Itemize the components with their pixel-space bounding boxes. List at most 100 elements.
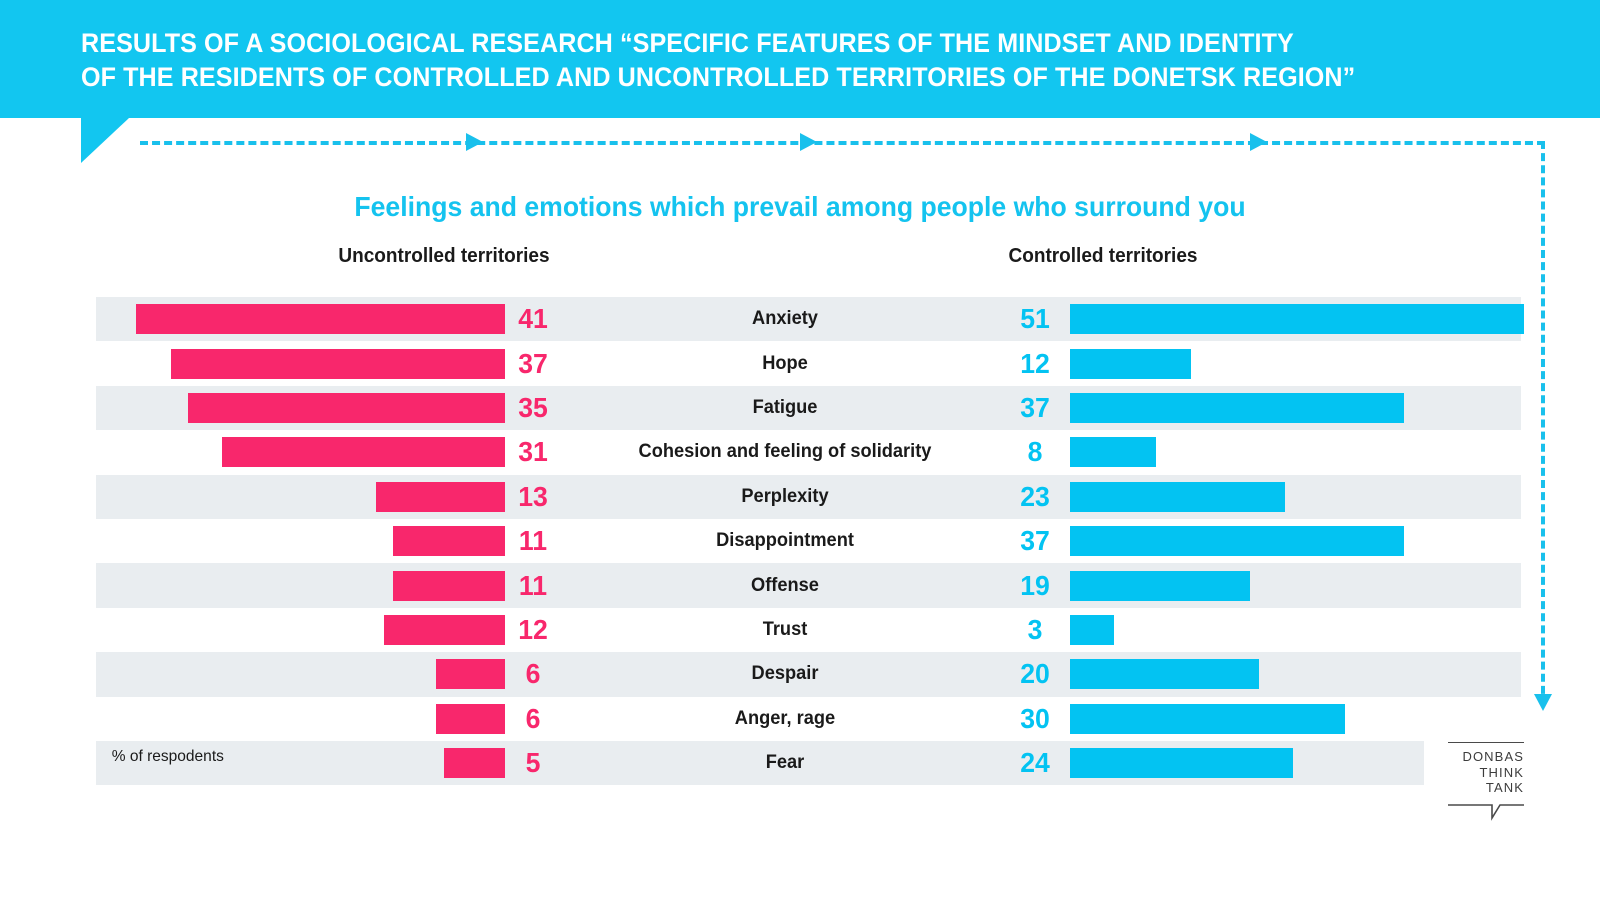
row-band: [96, 652, 1521, 697]
table-row: 6 Anger, rage 30: [0, 697, 1600, 741]
table-row: 12 Trust 3: [0, 608, 1600, 652]
bar-cell-uncontrolled: [96, 697, 505, 741]
bar-controlled: [1070, 481, 1285, 512]
value-controlled: 8: [1027, 436, 1043, 468]
table-row: 11 Disappointment 37: [0, 519, 1600, 563]
value-controlled: 24: [1020, 747, 1050, 779]
bar-controlled: [1070, 304, 1525, 335]
bar-controlled: [1070, 748, 1294, 779]
bar-cell-uncontrolled: [96, 652, 505, 696]
bar-cell-uncontrolled: [96, 563, 505, 607]
arrow-right-icon: [466, 133, 483, 151]
page-title: RESULTS OF A SOCIOLOGICAL RESEARCH “SPEC…: [81, 28, 1356, 92]
bar-uncontrolled: [170, 348, 505, 379]
bar-uncontrolled: [384, 614, 505, 645]
arrow-right-icon: [1250, 133, 1267, 151]
category-label: Fatigue: [752, 396, 818, 418]
bar-cell-uncontrolled: [96, 386, 505, 430]
chart-rows: 41 Anxiety 51 37 Hope 12 35 Fatigue 37 31 Cohesion…: [0, 297, 1600, 786]
arrow-down-icon: [1534, 694, 1552, 711]
bar-uncontrolled: [435, 703, 505, 734]
value-uncontrolled: 11: [518, 525, 548, 557]
category-label: Hope: [762, 352, 808, 374]
bar-cell-controlled: [1061, 430, 1600, 474]
value-uncontrolled: 37: [518, 347, 548, 379]
value-controlled: 37: [1020, 391, 1050, 423]
logo-text: DONBAS THINK TANK: [1462, 749, 1524, 795]
bar-controlled: [1070, 570, 1251, 601]
column-header-controlled: Controlled territories: [1008, 245, 1198, 267]
value-controlled: 37: [1020, 525, 1050, 557]
value-uncontrolled: 5: [525, 747, 541, 779]
arrow-right-icon: [800, 133, 817, 151]
category-label: Despair: [751, 663, 819, 685]
category-label: Anger, rage: [734, 707, 836, 729]
dashed-line-top: [140, 141, 1545, 145]
bar-cell-controlled: [1061, 652, 1600, 696]
bar-uncontrolled: [136, 304, 505, 335]
bar-controlled: [1070, 348, 1191, 379]
value-controlled: 12: [1020, 347, 1050, 379]
bar-cell-controlled: [1061, 341, 1600, 385]
table-row: 13 Perplexity 23: [0, 474, 1600, 519]
bar-cell-controlled: [1061, 386, 1600, 430]
table-row: 6 Despair 20: [0, 652, 1600, 697]
bar-cell-uncontrolled: [96, 475, 505, 519]
value-uncontrolled: 6: [525, 658, 541, 690]
bar-controlled: [1070, 659, 1259, 690]
category-label: Cohesion and feeling of solidarity: [638, 441, 932, 463]
value-uncontrolled: 41: [518, 303, 548, 335]
dashed-line-right: [1541, 141, 1545, 706]
value-uncontrolled: 6: [525, 702, 541, 734]
bar-cell-uncontrolled: [96, 741, 505, 785]
bar-cell-controlled: [1061, 608, 1600, 652]
value-controlled: 3: [1027, 613, 1043, 645]
header-tail-triangle: [81, 118, 129, 163]
bar-controlled: [1070, 526, 1405, 557]
category-label: Offense: [751, 574, 819, 596]
table-row: 35 Fatigue 37: [0, 385, 1600, 431]
bar-cell-uncontrolled: [96, 430, 505, 474]
category-label: Anxiety: [752, 308, 818, 330]
bar-controlled: [1070, 703, 1345, 734]
bar-uncontrolled: [392, 570, 505, 601]
bar-uncontrolled: [221, 437, 505, 468]
table-row: 41 Anxiety 51: [0, 297, 1600, 342]
bar-uncontrolled: [375, 481, 505, 512]
bar-uncontrolled: [444, 748, 505, 779]
value-uncontrolled: 13: [518, 480, 548, 512]
value-controlled: 23: [1020, 480, 1050, 512]
bar-uncontrolled: [187, 392, 505, 423]
category-label: Perplexity: [741, 485, 829, 507]
logo-notch-icon: [1448, 803, 1524, 821]
value-controlled: 20: [1020, 658, 1050, 690]
table-row: 31 Cohesion and feeling of solidarity 8: [0, 430, 1600, 474]
table-row: 11 Offense 19: [0, 563, 1600, 608]
bar-cell-uncontrolled: [96, 608, 505, 652]
bar-cell-controlled: [1061, 563, 1600, 607]
value-uncontrolled: 11: [518, 569, 548, 601]
value-controlled: 19: [1020, 569, 1050, 601]
row-band: [96, 563, 1521, 608]
logo-donbas-think-tank: DONBAS THINK TANK: [1448, 742, 1524, 826]
value-controlled: 30: [1020, 702, 1050, 734]
table-row: 37 Hope 12: [0, 341, 1600, 385]
bar-controlled: [1070, 614, 1114, 645]
category-label: Trust: [762, 618, 808, 640]
bar-cell-controlled: [1061, 297, 1600, 341]
column-header-uncontrolled: Uncontrolled territories: [338, 245, 550, 267]
logo-rule-bottom: [1448, 803, 1524, 826]
footnote-respondents: % of respodents: [111, 748, 224, 765]
value-controlled: 51: [1020, 303, 1050, 335]
chart-title: Feelings and emotions which prevail amon…: [354, 191, 1246, 222]
table-row: 5 Fear 24: [0, 740, 1600, 786]
category-label: Fear: [765, 752, 805, 774]
category-label: Disappointment: [716, 530, 854, 552]
bar-uncontrolled: [435, 659, 505, 690]
bar-cell-uncontrolled: [96, 297, 505, 341]
bar-cell-controlled: [1061, 741, 1600, 785]
bar-cell-controlled: [1061, 519, 1600, 563]
bar-uncontrolled: [392, 526, 505, 557]
bar-cell-uncontrolled: [96, 519, 505, 563]
value-uncontrolled: 35: [518, 391, 548, 423]
